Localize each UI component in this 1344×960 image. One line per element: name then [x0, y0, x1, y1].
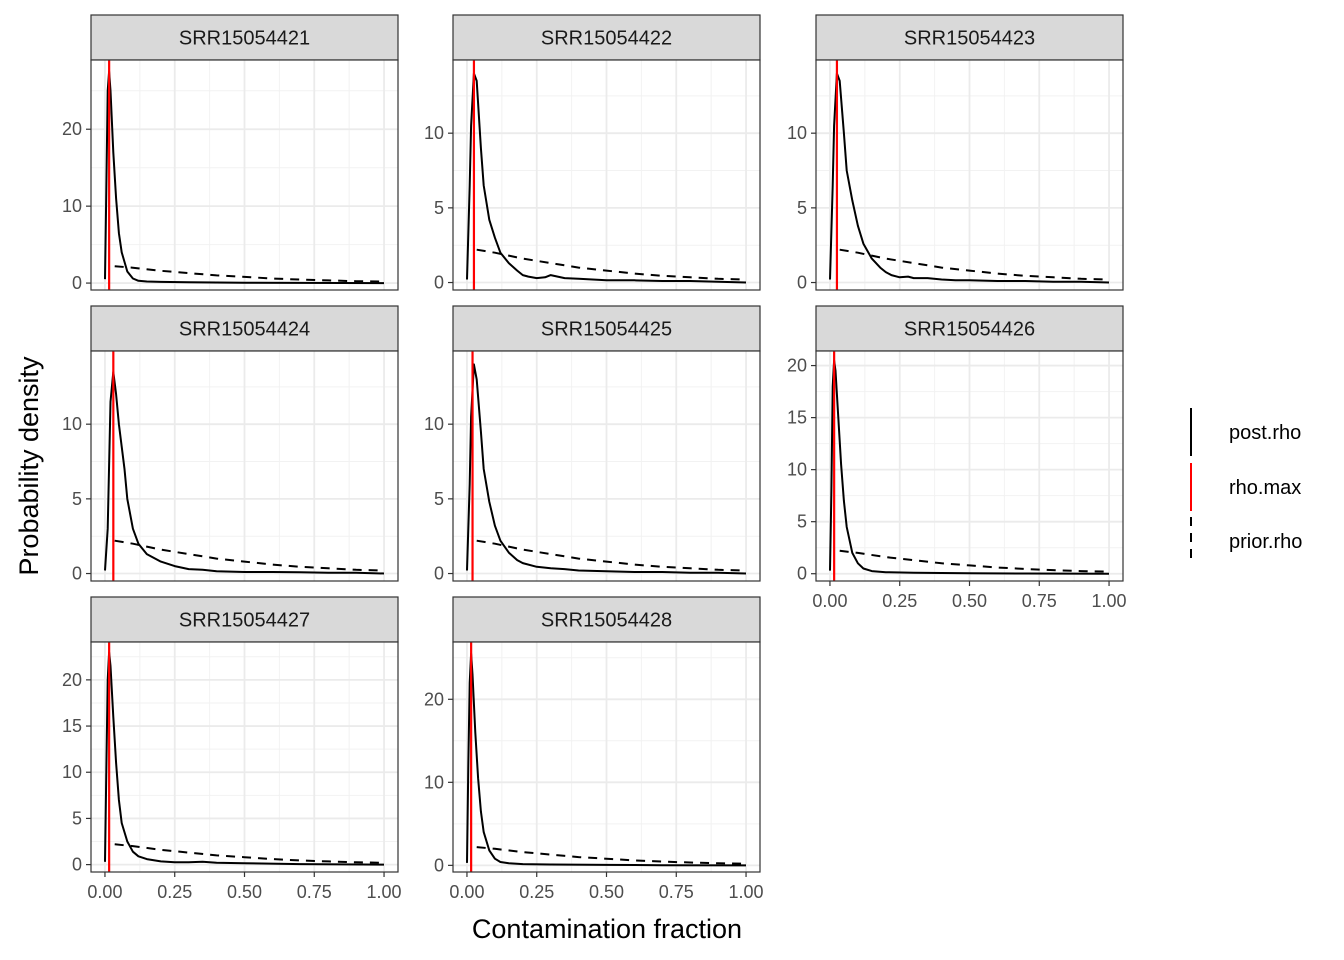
facet-title: SRR15054428: [541, 610, 672, 632]
facet-panel: SRR15054425 0 5 10: [424, 305, 761, 584]
prior-rho-line: [476, 539, 747, 572]
x-tick-label: 1.00: [1092, 591, 1127, 611]
facet-panel: SRR15054421 0 10 20: [62, 14, 399, 293]
post-rho-line: [829, 72, 1110, 284]
facet-title: SRR15054426: [904, 319, 1035, 341]
facet-title: SRR15054421: [179, 28, 310, 50]
x-tick-label: 0.25: [157, 882, 192, 902]
y-tick-label: 10: [62, 196, 82, 216]
x-tick-label: 0.25: [519, 882, 554, 902]
y-tick-label: 10: [62, 762, 82, 782]
y-tick-label: 10: [787, 123, 807, 143]
y-tick-label: 20: [787, 356, 807, 376]
facet-title: SRR15054422: [541, 28, 672, 50]
y-tick-label: 0: [797, 273, 807, 293]
facet-title: SRR15054425: [541, 319, 672, 341]
facet-strip: [452, 596, 761, 643]
x-tick-label: 0.50: [589, 882, 624, 902]
legend-label: prior.rho: [1229, 531, 1302, 553]
prior-rho-line: [114, 265, 385, 283]
panel-border: [815, 59, 1124, 291]
y-tick-label: 0: [72, 273, 82, 293]
facet-strip: [815, 14, 1124, 61]
prior-rho-line: [839, 248, 1110, 281]
panel-border: [90, 350, 399, 582]
prior-rho-line: [839, 549, 1110, 573]
facet-panel: SRR15054427 0 5 10 15 20 0.00 0.25 0.50 0.75 1.00: [62, 596, 402, 902]
x-tick-label: 0.25: [882, 591, 917, 611]
facet-panel: SRR15054423 0 5 10: [787, 14, 1124, 293]
prior-rho-line: [114, 843, 385, 864]
x-tick-label: 0.00: [449, 882, 484, 902]
y-tick-label: 10: [424, 123, 444, 143]
y-tick-label: 0: [434, 855, 444, 875]
y-tick-label: 5: [434, 198, 444, 218]
y-tick-label: 0: [434, 273, 444, 293]
facet-title: SRR15054424: [179, 319, 310, 341]
facet-strip: [815, 305, 1124, 352]
y-tick-label: 10: [62, 414, 82, 434]
facet-panel: SRR15054424 0 5 10: [62, 305, 399, 584]
y-tick-label: 15: [787, 408, 807, 428]
facet-title: SRR15054423: [904, 28, 1035, 50]
y-tick-label: 0: [72, 564, 82, 584]
x-tick-label: 0.50: [227, 882, 262, 902]
y-tick-label: 15: [62, 716, 82, 736]
prior-rho-line: [476, 248, 747, 281]
legend: post.rho rho.max prior.rho: [1190, 408, 1302, 565]
y-tick-label: 20: [62, 670, 82, 690]
legend-label: rho.max: [1229, 477, 1301, 499]
facet-panel: SRR15054426 0 5 10 15 20 0.00 0.25 0.50 0.75 1.00: [787, 305, 1127, 611]
y-tick-label: 5: [797, 512, 807, 532]
x-tick-label: 0.75: [659, 882, 694, 902]
x-tick-label: 1.00: [367, 882, 402, 902]
post-rho-line: [466, 72, 747, 284]
facet-panel: SRR15054428 0 10 20 0.00 0.25 0.50 0.75 1.00: [424, 596, 764, 902]
facet-panel: SRR15054422 0 5 10: [424, 14, 761, 293]
y-tick-label: 0: [797, 564, 807, 584]
y-tick-label: 20: [62, 119, 82, 139]
x-tick-label: 0.00: [87, 882, 122, 902]
y-tick-label: 10: [424, 772, 444, 792]
y-axis-title: Probability density: [14, 356, 44, 576]
y-tick-label: 5: [72, 808, 82, 828]
y-tick-label: 10: [787, 460, 807, 480]
prior-rho-line: [114, 539, 385, 572]
facet-strip: [90, 305, 399, 352]
y-tick-label: 5: [434, 489, 444, 509]
y-tick-label: 0: [434, 564, 444, 584]
x-tick-label: 0.75: [1022, 591, 1057, 611]
panel-border: [452, 59, 761, 291]
legend-label: post.rho: [1229, 422, 1301, 444]
y-tick-label: 10: [424, 414, 444, 434]
x-axis-title: Contamination fraction: [472, 914, 742, 944]
facet-strip: [90, 14, 399, 61]
x-tick-label: 0.50: [952, 591, 987, 611]
post-rho-line: [466, 363, 747, 575]
x-tick-label: 1.00: [729, 882, 764, 902]
panel-border: [452, 350, 761, 582]
facet-title: SRR15054427: [179, 610, 310, 632]
facet-strip: [90, 596, 399, 643]
x-tick-label: 0.75: [297, 882, 332, 902]
prior-rho-line: [476, 846, 747, 865]
y-tick-label: 20: [424, 689, 444, 709]
y-tick-label: 5: [72, 489, 82, 509]
post-rho-line: [104, 370, 385, 575]
y-tick-label: 0: [72, 855, 82, 875]
panel-border: [90, 59, 399, 291]
y-tick-label: 5: [797, 198, 807, 218]
x-tick-label: 0.00: [812, 591, 847, 611]
